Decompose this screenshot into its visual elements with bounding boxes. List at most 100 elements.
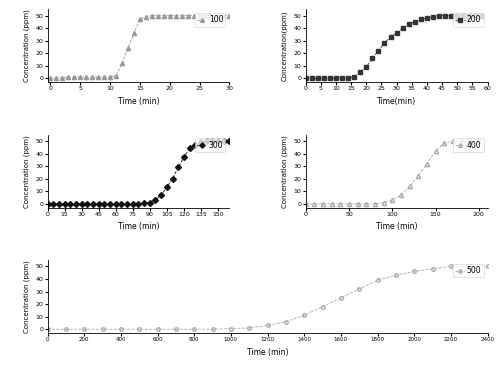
300 (192, 142, 198, 147)
300 (158, 193, 164, 197)
500 (63, 327, 69, 332)
100 (125, 46, 131, 50)
500 (100, 327, 105, 332)
100 (143, 14, 149, 19)
300 (130, 202, 136, 206)
200 (376, 48, 382, 53)
400 (390, 198, 396, 202)
200 (406, 22, 411, 27)
200 (345, 76, 351, 81)
400 (398, 193, 404, 197)
Line: 300: 300 (46, 139, 232, 206)
500 (210, 327, 216, 332)
300 (124, 202, 130, 206)
Legend: 500: 500 (453, 264, 484, 278)
100 (184, 13, 190, 18)
300 (78, 202, 84, 206)
200 (315, 76, 321, 81)
200 (400, 26, 406, 30)
Y-axis label: Concentration (ppm): Concentration (ppm) (24, 9, 30, 82)
Line: 100: 100 (48, 13, 232, 81)
200 (412, 20, 418, 24)
200 (388, 35, 394, 39)
200 (454, 13, 460, 18)
300 (107, 202, 113, 206)
X-axis label: Time (min): Time (min) (376, 222, 418, 231)
500 (246, 326, 252, 330)
500 (484, 264, 490, 269)
100 (226, 13, 232, 18)
100 (155, 13, 161, 18)
100 (166, 13, 172, 18)
100 (66, 75, 71, 79)
200 (357, 70, 363, 74)
500 (338, 296, 344, 300)
200 (333, 76, 339, 81)
100 (107, 75, 113, 79)
200 (466, 13, 472, 18)
300 (102, 202, 107, 206)
Line: 200: 200 (304, 13, 484, 81)
200 (460, 13, 466, 18)
100 (208, 13, 214, 18)
200 (351, 75, 357, 79)
500 (301, 313, 307, 317)
100 (149, 13, 155, 18)
300 (136, 202, 141, 206)
100 (190, 13, 196, 18)
200 (424, 16, 430, 20)
300 (141, 201, 147, 205)
400 (424, 161, 430, 166)
200 (364, 65, 370, 69)
500 (430, 267, 436, 271)
200 (339, 76, 345, 81)
200 (478, 13, 484, 18)
100 (60, 75, 66, 80)
300 (164, 185, 170, 190)
200 (302, 76, 308, 81)
200 (442, 13, 448, 18)
500 (283, 319, 289, 324)
100 (214, 13, 220, 18)
500 (264, 323, 270, 328)
300 (112, 202, 118, 206)
100 (137, 17, 143, 21)
400 (312, 202, 318, 206)
200 (382, 41, 388, 46)
300 (198, 140, 204, 144)
400 (380, 200, 386, 205)
400 (328, 202, 334, 206)
300 (90, 202, 96, 206)
500 (154, 327, 160, 332)
300 (152, 198, 158, 202)
X-axis label: Time (min): Time (min) (118, 222, 159, 231)
400 (458, 139, 464, 143)
400 (450, 139, 456, 143)
200 (321, 76, 327, 81)
Line: 500: 500 (46, 265, 489, 331)
400 (441, 141, 447, 146)
100 (220, 13, 226, 18)
Legend: 100: 100 (195, 13, 226, 27)
500 (411, 269, 417, 274)
100 (172, 13, 178, 18)
300 (215, 139, 221, 143)
100 (119, 61, 125, 65)
200 (327, 76, 333, 81)
500 (136, 327, 142, 332)
100 (54, 75, 60, 80)
100 (160, 13, 166, 18)
100 (89, 75, 95, 79)
400 (320, 202, 326, 206)
400 (467, 139, 473, 143)
300 (210, 139, 216, 143)
Y-axis label: Concentration(ppm): Concentration(ppm) (282, 10, 288, 81)
300 (84, 202, 90, 206)
100 (131, 31, 137, 36)
500 (44, 327, 51, 332)
100 (101, 75, 107, 79)
Y-axis label: Concentration (ppm): Concentration (ppm) (282, 135, 288, 208)
500 (393, 273, 399, 278)
100 (178, 13, 184, 18)
Legend: 200: 200 (453, 13, 484, 27)
